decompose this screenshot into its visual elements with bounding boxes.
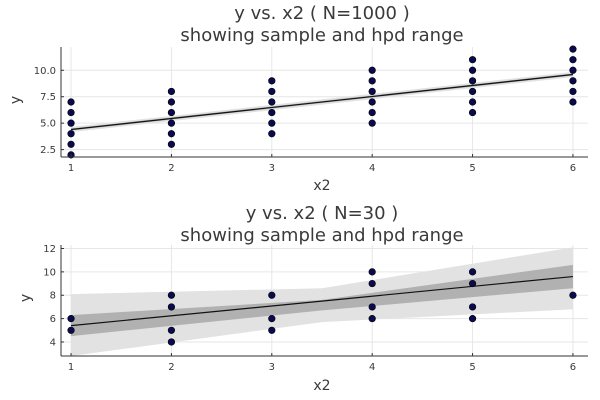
y-tick-label: 5.0 (40, 119, 56, 130)
y-tick-label: 10 (43, 267, 56, 278)
y-tick-label: 6 (50, 314, 56, 325)
data-point (67, 98, 75, 106)
chart-title-line1: y vs. x2 ( N=30 ) (246, 203, 399, 224)
x-axis-label: x2 (313, 378, 330, 394)
data-point (569, 77, 577, 85)
chart-title-line1: y vs. x2 ( N=1000 ) (234, 3, 410, 24)
data-point (569, 87, 577, 96)
x-tick-label: 4 (369, 163, 375, 174)
x-tick-label: 2 (168, 163, 174, 174)
data-point (268, 98, 276, 106)
x-tick-label: 3 (269, 362, 275, 373)
data-point (468, 98, 477, 106)
data-point (368, 279, 376, 288)
data-point (468, 268, 477, 276)
data-point (167, 98, 176, 106)
y-tick-label: 8 (50, 291, 56, 302)
fit-line-segment (70, 73, 574, 131)
y-tick-label: 10.0 (34, 66, 56, 77)
data-point (167, 326, 176, 334)
chart-title-line2: showing sample and hpd range (180, 225, 463, 246)
data-point (468, 56, 477, 64)
data-point (167, 87, 176, 96)
data-point (67, 108, 75, 117)
data-point (268, 77, 276, 85)
data-point (468, 87, 477, 96)
y-tick-label: 12 (43, 244, 56, 255)
data-point (268, 291, 276, 299)
fit-line (70, 73, 574, 131)
x-tick-label: 6 (570, 163, 576, 174)
data-point (368, 66, 376, 74)
x-tick-labels: 1 2 3 4 5 6 (68, 362, 576, 373)
y-tick-labels: 2.5 5.0 7.5 10.0 (34, 66, 56, 156)
data-point (268, 130, 276, 138)
data-point (569, 98, 577, 106)
data-point (268, 119, 276, 127)
data-point (167, 140, 176, 148)
data-point (468, 66, 477, 74)
axes (60, 47, 588, 158)
y-tick-label: 7.5 (40, 92, 56, 103)
data-point (569, 45, 577, 53)
data-point (468, 315, 477, 323)
y-tick-labels: 4 6 8 10 12 (43, 244, 56, 348)
data-point (67, 315, 75, 323)
data-point (368, 268, 376, 276)
y-axis-label: y (8, 96, 24, 104)
x-tick-label: 1 (68, 362, 74, 373)
chart-n30: y vs. x2 ( N=30 ) showing sample and hpd… (18, 203, 588, 394)
data-point (167, 108, 176, 117)
data-point (468, 303, 477, 311)
x-tick-label: 5 (469, 362, 475, 373)
data-point (468, 77, 477, 85)
data-point (67, 326, 75, 334)
fit-line-segment (70, 275, 574, 327)
data-point (268, 315, 276, 323)
axes (60, 245, 588, 357)
data-point (167, 291, 176, 299)
data-point (569, 66, 577, 74)
data-point (368, 303, 376, 311)
y-tick-label: 4 (50, 337, 56, 348)
data-point (167, 303, 176, 311)
data-point (368, 98, 376, 106)
x-tick-label: 6 (570, 362, 576, 373)
x-tick-label: 1 (68, 163, 74, 174)
data-point (569, 291, 577, 299)
y-axis-label: y (18, 294, 34, 302)
data-point (268, 108, 276, 117)
chart-n1000: y vs. x2 ( N=1000 ) showing sample and h… (8, 3, 588, 194)
fit-line (70, 275, 574, 327)
data-point (468, 279, 477, 288)
chart-title-line2: showing sample and hpd range (180, 25, 463, 46)
data-point (368, 315, 376, 323)
x-tick-label: 5 (469, 163, 475, 174)
x-tick-label: 4 (369, 362, 375, 373)
x-tick-labels: 1 2 3 4 5 6 (68, 163, 576, 174)
data-point (368, 119, 376, 127)
y-tick-label: 2.5 (40, 145, 56, 156)
data-point (368, 77, 376, 85)
sample-points (67, 268, 577, 346)
data-point (67, 130, 75, 138)
data-point (67, 140, 75, 148)
data-point (167, 130, 176, 138)
data-point (569, 56, 577, 64)
data-point (368, 108, 376, 117)
data-point (167, 119, 176, 127)
x-tick-label: 2 (168, 362, 174, 373)
data-point (468, 108, 477, 117)
data-point (67, 119, 75, 127)
data-point (368, 87, 376, 96)
x-axis-label: x2 (313, 178, 330, 194)
data-point (268, 87, 276, 96)
data-point (268, 326, 276, 334)
x-tick-label: 3 (269, 163, 275, 174)
data-point (167, 338, 176, 346)
